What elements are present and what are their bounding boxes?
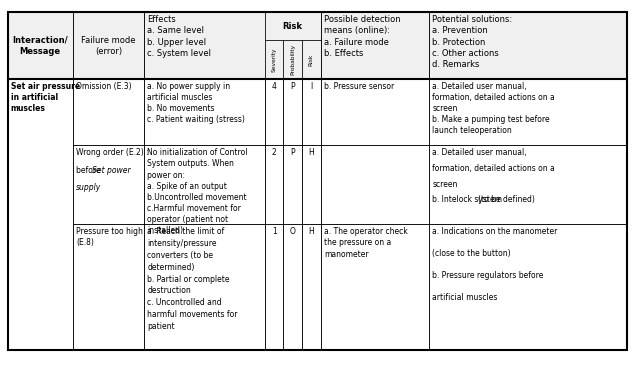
Text: harmful movements for: harmful movements for (147, 310, 237, 319)
Text: a. The operator check
the pressure on a
manometer: a. The operator check the pressure on a … (324, 228, 408, 259)
Bar (429, 79, 627, 145)
Text: Probability: Probability (290, 44, 295, 75)
Text: screen: screen (432, 179, 458, 189)
Text: b. Pressure sensor: b. Pressure sensor (324, 82, 394, 91)
Bar (321, 13, 429, 79)
Bar (73, 225, 144, 350)
Text: supply: supply (76, 183, 101, 192)
Bar (265, 225, 283, 350)
Bar (302, 145, 321, 225)
Bar (302, 40, 321, 79)
Text: (close to the button): (close to the button) (432, 249, 511, 258)
Bar (321, 79, 429, 145)
Bar (283, 40, 302, 79)
Text: Set power: Set power (92, 166, 131, 175)
Bar (144, 225, 265, 350)
Text: a. Indications on the manometer: a. Indications on the manometer (432, 228, 558, 236)
Text: H: H (309, 148, 314, 157)
Text: formation, detailed actions on a: formation, detailed actions on a (432, 164, 555, 173)
Text: a. Detailed user manual,
formation, detailed actions on a
screen
b. Make a pumpi: a. Detailed user manual, formation, deta… (432, 82, 555, 135)
Text: Possible detection
means (online):
a. Failure mode
b. Effects: Possible detection means (online): a. Fa… (324, 15, 401, 58)
Text: Severity: Severity (272, 47, 277, 72)
Bar (429, 145, 627, 225)
Text: Failure mode
(error): Failure mode (error) (81, 36, 136, 56)
Bar (265, 13, 321, 40)
Bar (283, 79, 302, 145)
Bar (8, 79, 73, 350)
Bar (144, 13, 265, 79)
Text: a. Detailed user manual,: a. Detailed user manual, (432, 148, 527, 157)
Bar (429, 13, 627, 79)
Bar (429, 13, 627, 79)
Text: P: P (290, 148, 295, 157)
Text: converters (to be: converters (to be (147, 251, 213, 260)
Bar (283, 145, 302, 225)
Bar (321, 13, 429, 79)
Bar (302, 225, 321, 350)
Bar (321, 225, 429, 350)
Text: b. Partial or complete: b. Partial or complete (147, 275, 230, 284)
Text: artificial muscles: artificial muscles (432, 293, 498, 302)
Text: I: I (310, 82, 312, 91)
Text: intensity/pressure: intensity/pressure (147, 239, 217, 248)
Bar (265, 79, 283, 145)
Bar (302, 79, 321, 145)
Bar (429, 225, 627, 350)
Text: P: P (290, 82, 295, 91)
Bar (8, 13, 73, 79)
Bar (73, 13, 144, 79)
Text: Wrong order (E.2) :: Wrong order (E.2) : (76, 148, 149, 157)
Bar (321, 145, 429, 225)
Bar (73, 145, 144, 225)
Text: destruction: destruction (147, 286, 191, 295)
Bar (144, 79, 265, 145)
Bar (8, 13, 73, 79)
Text: 1: 1 (272, 228, 276, 236)
Text: 2: 2 (272, 148, 276, 157)
Bar (144, 145, 265, 225)
Text: b. Intelock system: b. Intelock system (432, 195, 505, 204)
Bar (73, 13, 144, 79)
Bar (73, 79, 144, 145)
Text: Omission (E.3): Omission (E.3) (76, 82, 131, 91)
Text: (to be defined): (to be defined) (478, 195, 535, 204)
Text: b. Pressure regulators before: b. Pressure regulators before (432, 271, 544, 280)
Text: H: H (309, 228, 314, 236)
Bar (283, 225, 302, 350)
Text: Interaction/
Message: Interaction/ Message (13, 36, 68, 56)
Text: Potential solutions:
a. Prevention
b. Protection
c. Other actions
d. Remarks: Potential solutions: a. Prevention b. Pr… (432, 15, 512, 69)
Text: determined): determined) (147, 263, 194, 272)
Text: O: O (290, 228, 296, 236)
Text: Risk: Risk (283, 22, 303, 31)
Bar (144, 13, 265, 79)
Text: Set air pressure
in artificial
muscles: Set air pressure in artificial muscles (11, 82, 80, 113)
Text: a. No power supply in
artificial muscles
b. No movements
c. Patient waiting (str: a. No power supply in artificial muscles… (147, 82, 245, 124)
Text: before: before (76, 166, 103, 175)
Text: Pressure too high
(E.8): Pressure too high (E.8) (76, 228, 143, 248)
Text: patient: patient (147, 322, 175, 331)
Bar (265, 145, 283, 225)
Text: Effects
a. Same level
b. Upper level
c. System level: Effects a. Same level b. Upper level c. … (147, 15, 211, 58)
Text: a. Reach the limit of: a. Reach the limit of (147, 228, 224, 236)
Text: No initialization of Control
System outputs. When
power on:
a. Spike of an outpu: No initialization of Control System outp… (147, 148, 248, 235)
Text: Risk: Risk (309, 54, 314, 66)
Text: 4: 4 (272, 82, 277, 91)
Text: c. Uncontrolled and: c. Uncontrolled and (147, 298, 222, 307)
Bar (265, 40, 283, 79)
